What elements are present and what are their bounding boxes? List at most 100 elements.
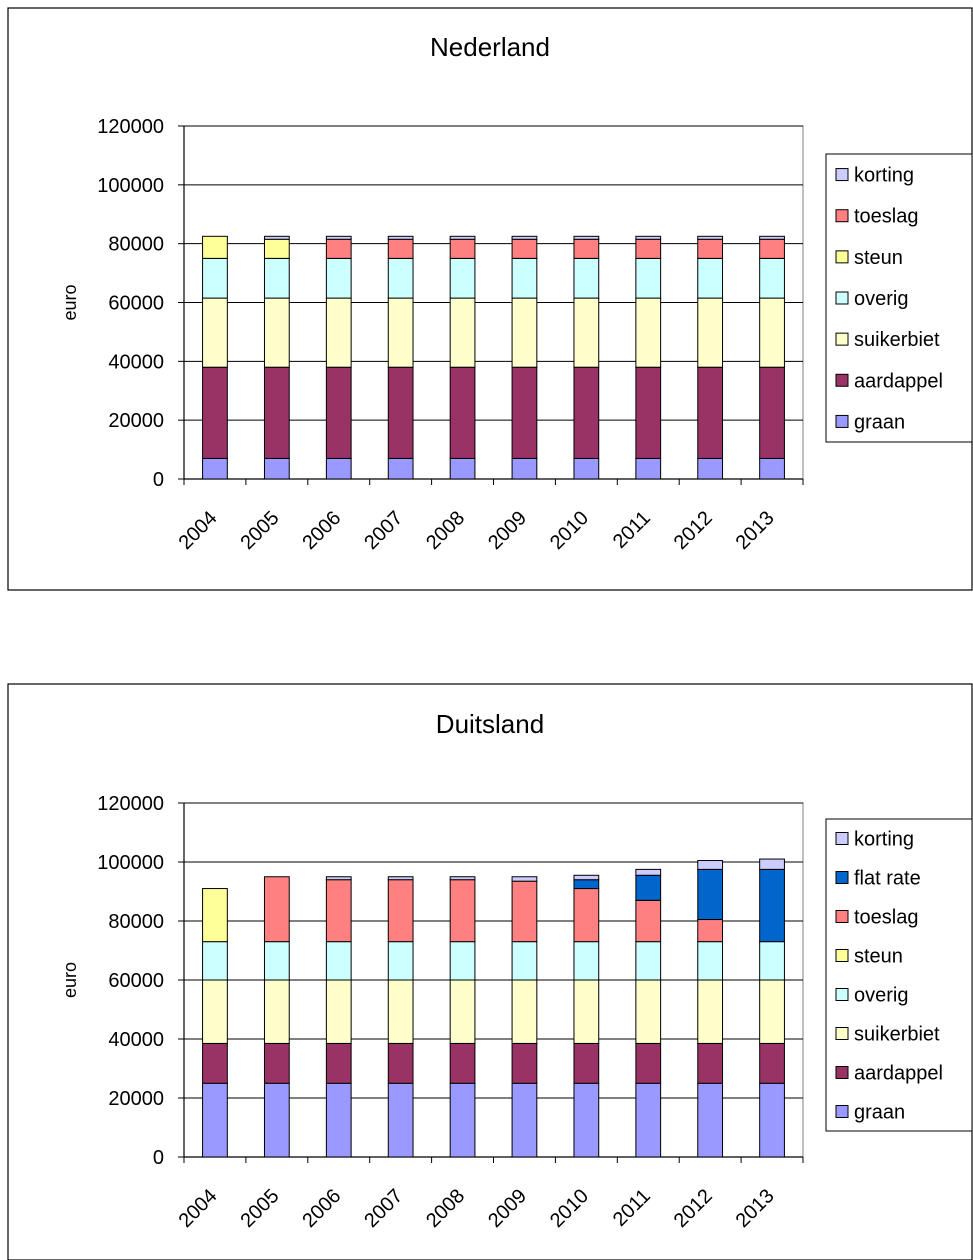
bar-segment-korting xyxy=(511,876,538,882)
bar-segment-suikerbiet xyxy=(759,979,785,1044)
bar-segment-aardappel xyxy=(202,1042,228,1084)
legend-swatch xyxy=(835,988,849,1001)
bar-segment-overig xyxy=(202,257,228,299)
legend-label: aardappel xyxy=(854,370,943,392)
bar-segment-graan xyxy=(387,457,414,480)
bar-segment-overig xyxy=(635,941,662,981)
bar-segment-suikerbiet xyxy=(511,297,538,368)
bar-segment-aardappel xyxy=(325,1042,352,1084)
bar-segment-aardappel xyxy=(697,1042,724,1084)
bar-segment-overig xyxy=(325,941,352,981)
bar-segment-korting xyxy=(697,235,724,240)
y-tick-label: 0 xyxy=(153,469,164,491)
bar-segment-graan xyxy=(697,457,724,480)
legend-label: toeslag xyxy=(854,907,919,929)
legend-swatch xyxy=(835,832,849,845)
y-tick-label: 40000 xyxy=(108,351,164,373)
bar-segment-graan xyxy=(697,1082,724,1158)
bar-segment-graan xyxy=(573,1082,600,1158)
bar-segment-toeslag xyxy=(635,238,662,259)
bar-segment-graan xyxy=(449,457,476,480)
bar-segment-aardappel xyxy=(387,1042,414,1084)
bar-segment-overig xyxy=(759,257,785,299)
bar-segment-toeslag xyxy=(387,238,414,259)
bar-segment-suikerbiet xyxy=(387,979,414,1044)
bar-segment-suikerbiet xyxy=(635,979,662,1044)
legend-swatch xyxy=(835,910,849,923)
y-tick-label: 60000 xyxy=(108,970,164,992)
bar-segment-suikerbiet xyxy=(202,297,228,368)
bar-segment-flat-rate xyxy=(573,879,600,890)
bar-segment-suikerbiet xyxy=(759,297,785,368)
bar-segment-overig xyxy=(263,941,290,981)
bar-segment-suikerbiet xyxy=(202,979,228,1044)
bar-segment-toeslag xyxy=(697,238,724,259)
bar-segment-korting xyxy=(573,874,600,881)
bar-segment-korting xyxy=(759,858,785,870)
chart-title: Nederland xyxy=(430,32,550,62)
bar-segment-overig xyxy=(573,941,600,981)
legend-label: suikerbiet xyxy=(854,329,940,351)
legend-swatch xyxy=(835,168,849,182)
bar-segment-korting xyxy=(449,235,476,240)
bar-segment-overig xyxy=(697,257,724,299)
legend-box xyxy=(825,818,973,1132)
bar-segment-korting xyxy=(387,235,414,240)
bar-segment-graan xyxy=(759,457,785,480)
bar-segment-steun xyxy=(263,238,290,259)
bar-segment-graan xyxy=(511,457,538,480)
bar-segment-korting xyxy=(635,235,662,240)
bar-segment-suikerbiet xyxy=(325,297,352,368)
bar-segment-suikerbiet xyxy=(325,979,352,1044)
bar-segment-aardappel xyxy=(449,1042,476,1084)
legend-swatch xyxy=(835,250,849,264)
bar-segment-overig xyxy=(511,257,538,299)
bar-segment-aardappel xyxy=(263,366,290,459)
legend-label: graan xyxy=(854,411,905,433)
bar-segment-graan xyxy=(759,1082,785,1158)
legend-label: korting xyxy=(854,829,914,851)
bar-segment-overig xyxy=(759,941,785,981)
bar-segment-overig xyxy=(511,941,538,981)
bar-segment-toeslag xyxy=(635,899,662,943)
legend-swatch xyxy=(835,291,849,305)
bar-segment-overig xyxy=(449,257,476,299)
y-tick-label: 100000 xyxy=(97,175,164,197)
y-tick-label: 80000 xyxy=(108,911,164,933)
chart-duitsland: Duitsland 0 20000 40000 60000 80000 100000 1200… xyxy=(7,683,973,1260)
bar-segment-graan xyxy=(263,1082,290,1158)
bar-segment-korting xyxy=(511,235,538,240)
bar-segment-toeslag xyxy=(697,919,724,943)
bar-segment-toeslag xyxy=(387,879,414,943)
legend-label: steun xyxy=(854,247,903,269)
bar-segment-flat-rate xyxy=(635,874,662,901)
y-tick-label: 20000 xyxy=(108,410,164,432)
y-tick-label: 40000 xyxy=(108,1029,164,1051)
bar-segment-suikerbiet xyxy=(263,979,290,1044)
bar-segment-flat-rate xyxy=(697,868,724,921)
legend-label: suikerbiet xyxy=(854,1024,940,1046)
bar-segment-korting xyxy=(387,876,414,881)
chart-nederland: Nederland 0 20000 40000 60000 80000 100000 1200… xyxy=(7,7,973,591)
bar-segment-suikerbiet xyxy=(573,297,600,368)
legend-swatch xyxy=(835,871,849,884)
bar-segment-korting xyxy=(635,868,662,876)
y-tick-label: 60000 xyxy=(108,293,164,315)
bar-segment-overig xyxy=(387,257,414,299)
bar-segment-overig xyxy=(202,941,228,981)
legend-swatch xyxy=(835,332,849,346)
bar-segment-aardappel xyxy=(759,366,785,459)
bar-segment-toeslag xyxy=(573,238,600,259)
bar-segment-toeslag xyxy=(511,880,538,943)
legend-label: graan xyxy=(854,1102,905,1124)
bar-segment-overig xyxy=(573,257,600,299)
bar-segment-graan xyxy=(387,1082,414,1158)
y-tick-label: 20000 xyxy=(108,1088,164,1110)
bar-segment-steun xyxy=(202,235,228,259)
bar-segment-aardappel xyxy=(697,366,724,459)
legend-label: overig xyxy=(854,985,908,1007)
bar-segment-suikerbiet xyxy=(263,297,290,368)
bar-segment-korting xyxy=(325,876,352,881)
legend-box xyxy=(825,153,973,443)
bar-segment-graan xyxy=(202,1082,228,1158)
